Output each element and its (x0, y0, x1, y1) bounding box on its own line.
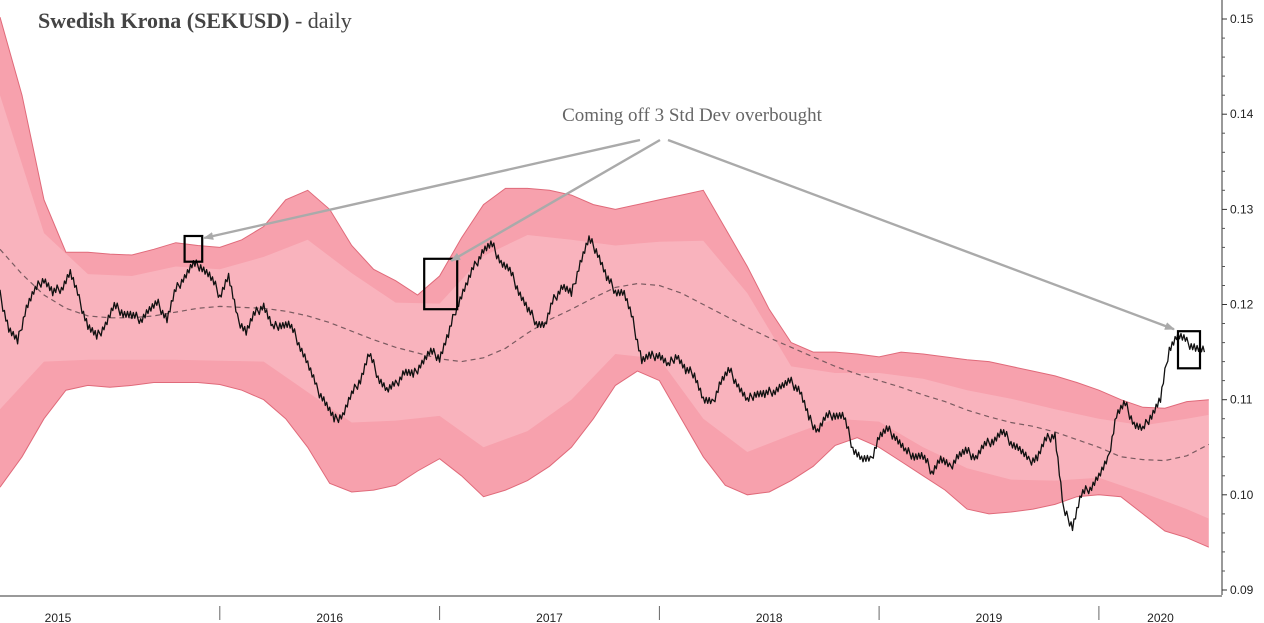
annotation-text: Coming off 3 Std Dev overbought (562, 105, 823, 126)
x-tick-label: 2017 (536, 611, 563, 623)
chart-title: Swedish Krona (SEKUSD) - daily (38, 8, 352, 33)
moving-average-path (0, 248, 1210, 462)
chart-subtitle: daily (307, 8, 352, 33)
band-lower-edge (0, 370, 1209, 548)
annotation-arrow-2 (450, 138, 661, 262)
x-tick-label: 2019 (976, 611, 1003, 623)
overbought-boxes (183, 234, 1202, 370)
x-axis: 2015 2016 2017 2018 2019 2020 (0, 595, 1222, 623)
overbought-box-3 (1176, 330, 1202, 370)
overbought-box-1 (183, 234, 204, 263)
price-path (0, 235, 1206, 532)
annotation-arrow-3 (667, 138, 1175, 331)
y-axis: 0.15 0.14 0.13 0.12 0.11 0.10 0.09 (1221, 0, 1254, 597)
y-tick-label: 0.14 (1230, 107, 1254, 121)
overbought-box-2 (423, 257, 459, 311)
y-tick-label: 0.12 (1230, 298, 1254, 312)
x-tick-label: 2018 (756, 611, 783, 623)
chart-title-main: Swedish Krona (SEKUSD) (38, 8, 290, 33)
annotation-arrow-1 (203, 138, 641, 240)
moving-average-line (0, 248, 1210, 462)
x-tick-label: 2020 (1147, 611, 1174, 623)
y-tick-label: 0.09 (1230, 583, 1254, 597)
band-2sd-area (0, 95, 1209, 519)
y-tick-label: 0.10 (1230, 488, 1254, 502)
price-line (0, 235, 1206, 532)
y-tick-label: 0.15 (1230, 12, 1254, 26)
x-tick-label: 2016 (316, 611, 343, 623)
y-tick-label: 0.11 (1230, 393, 1253, 407)
annotation-arrows (203, 138, 1175, 331)
x-tick-label: 2015 (45, 611, 72, 623)
y-tick-label: 0.13 (1230, 202, 1254, 216)
